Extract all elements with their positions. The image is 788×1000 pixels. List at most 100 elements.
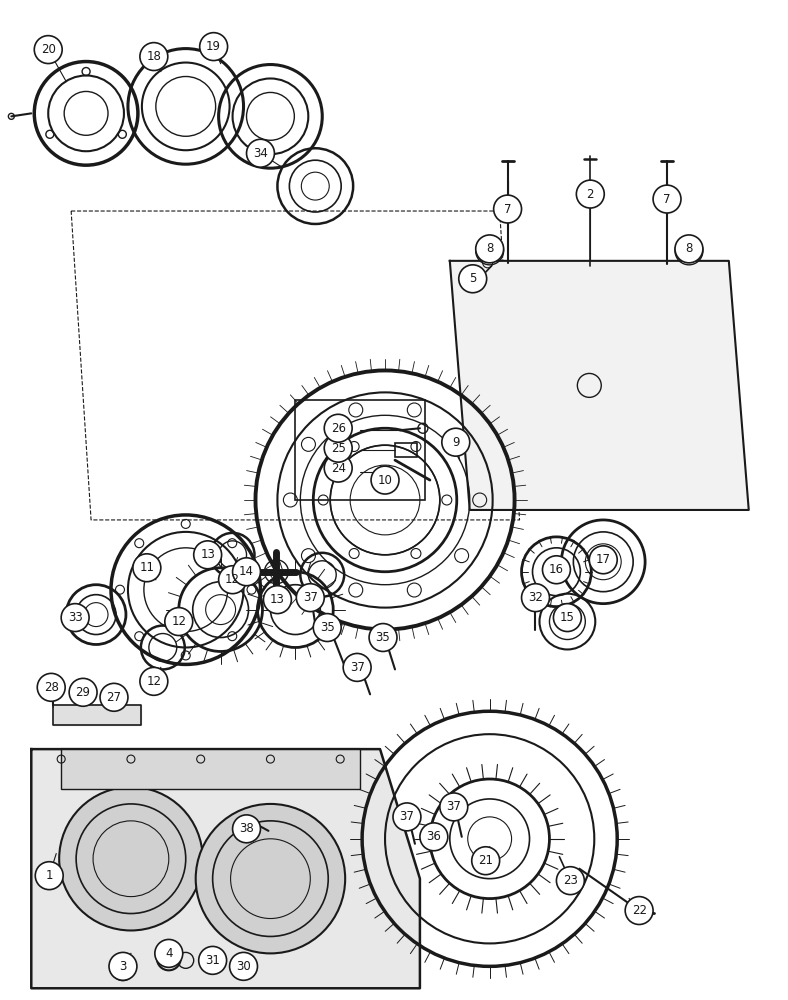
Circle shape (493, 195, 522, 223)
Text: 11: 11 (139, 561, 154, 574)
Text: 35: 35 (320, 621, 335, 634)
Polygon shape (32, 749, 420, 988)
Text: 7: 7 (504, 203, 511, 216)
Circle shape (420, 823, 448, 851)
Circle shape (34, 36, 62, 64)
Text: 32: 32 (528, 591, 543, 604)
Circle shape (369, 624, 397, 651)
Text: 15: 15 (560, 611, 574, 624)
Text: 36: 36 (426, 830, 441, 843)
Circle shape (324, 434, 352, 462)
Circle shape (232, 558, 261, 586)
Circle shape (553, 604, 582, 632)
Circle shape (100, 683, 128, 711)
Circle shape (522, 584, 549, 612)
Circle shape (59, 787, 203, 930)
Text: 8: 8 (486, 242, 493, 255)
Bar (61, 749, 360, 789)
Circle shape (232, 815, 261, 843)
Text: 22: 22 (632, 904, 647, 917)
Text: 31: 31 (205, 954, 220, 967)
Circle shape (165, 608, 193, 636)
Text: 9: 9 (452, 436, 459, 449)
Bar (395, 443, 417, 457)
Text: 37: 37 (400, 810, 414, 823)
Circle shape (109, 952, 137, 980)
Bar (296, 400, 425, 500)
Circle shape (155, 939, 183, 967)
Text: 26: 26 (331, 422, 346, 435)
Circle shape (194, 541, 221, 569)
Circle shape (263, 586, 292, 614)
Circle shape (199, 946, 227, 974)
Text: 2: 2 (586, 188, 594, 201)
Circle shape (229, 952, 258, 980)
Polygon shape (54, 705, 141, 725)
Text: 27: 27 (106, 691, 121, 704)
Text: 12: 12 (171, 615, 186, 628)
Circle shape (195, 804, 345, 953)
Text: 12: 12 (225, 573, 240, 586)
Text: 37: 37 (446, 800, 461, 813)
Circle shape (344, 653, 371, 681)
Circle shape (314, 614, 341, 641)
Text: 8: 8 (686, 242, 693, 255)
Text: 25: 25 (331, 442, 346, 455)
Text: 19: 19 (206, 40, 221, 53)
Circle shape (589, 546, 617, 574)
Circle shape (199, 33, 228, 61)
Circle shape (625, 897, 653, 924)
Circle shape (296, 584, 324, 612)
Text: 34: 34 (253, 147, 268, 160)
Circle shape (247, 139, 274, 167)
Text: 23: 23 (563, 874, 578, 887)
Text: 12: 12 (147, 675, 162, 688)
Polygon shape (450, 261, 749, 510)
Text: 20: 20 (41, 43, 56, 56)
Text: 14: 14 (239, 565, 254, 578)
Circle shape (218, 566, 247, 594)
Circle shape (653, 185, 681, 213)
Text: 24: 24 (331, 462, 346, 475)
Circle shape (576, 180, 604, 208)
Circle shape (324, 414, 352, 442)
Circle shape (472, 847, 500, 875)
Text: 1: 1 (46, 869, 53, 882)
Text: 13: 13 (270, 593, 284, 606)
Text: 37: 37 (350, 661, 365, 674)
Circle shape (371, 466, 399, 494)
Text: 4: 4 (165, 947, 173, 960)
Text: 33: 33 (68, 611, 83, 624)
Text: 30: 30 (236, 960, 251, 973)
Circle shape (133, 554, 161, 582)
Circle shape (542, 556, 571, 584)
Text: 29: 29 (76, 686, 91, 699)
Circle shape (459, 265, 487, 293)
Circle shape (37, 673, 65, 701)
Circle shape (140, 43, 168, 71)
Circle shape (69, 678, 97, 706)
Text: 18: 18 (147, 50, 162, 63)
Circle shape (556, 867, 585, 895)
Text: 13: 13 (200, 548, 215, 561)
Circle shape (324, 454, 352, 482)
Text: 16: 16 (549, 563, 564, 576)
Circle shape (393, 803, 421, 831)
Circle shape (440, 793, 468, 821)
Text: 37: 37 (303, 591, 318, 604)
Circle shape (140, 667, 168, 695)
Text: 28: 28 (44, 681, 58, 694)
Text: 5: 5 (469, 272, 477, 285)
Circle shape (61, 604, 89, 632)
Circle shape (442, 428, 470, 456)
Circle shape (35, 862, 63, 890)
Text: 10: 10 (377, 474, 392, 487)
Text: 7: 7 (663, 193, 671, 206)
Circle shape (675, 235, 703, 263)
Text: 38: 38 (239, 822, 254, 835)
Text: 3: 3 (119, 960, 127, 973)
Text: 35: 35 (376, 631, 390, 644)
Circle shape (476, 235, 504, 263)
Text: 17: 17 (596, 553, 611, 566)
Text: 21: 21 (478, 854, 493, 867)
